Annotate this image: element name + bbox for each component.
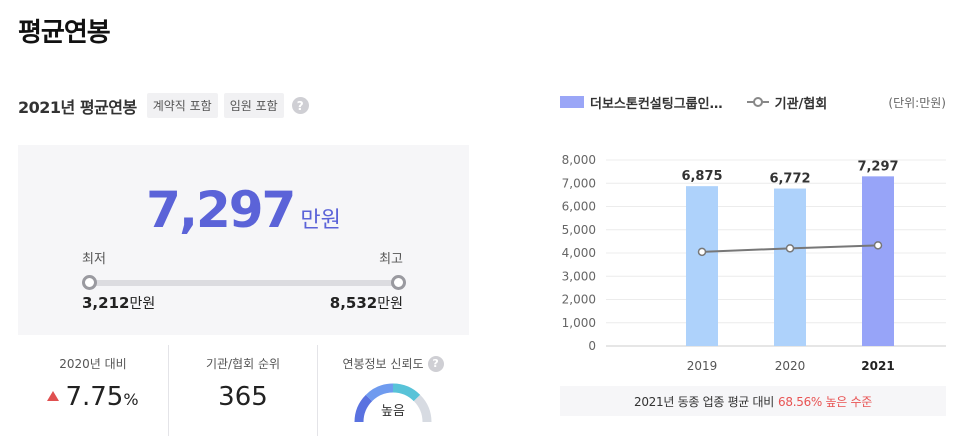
bar — [774, 188, 806, 346]
min-salary-value: 3,212 — [82, 294, 130, 312]
range-max-knob — [391, 275, 406, 290]
max-label: 최고 — [379, 252, 403, 267]
page-title: 평균연봉 — [18, 18, 111, 48]
yoy-label: 2020년 대비 — [59, 357, 127, 371]
bar-value-label: 6,875 — [681, 169, 722, 184]
legend-line-icon — [746, 96, 769, 108]
x-tick-label: 2019 — [687, 359, 718, 373]
help-icon[interactable]: ? — [291, 97, 309, 114]
max-salary: 8,532만원 — [330, 293, 403, 313]
y-tick-label: 5,000 — [562, 223, 596, 237]
max-salary-value: 8,532 — [329, 294, 378, 312]
line-point — [873, 241, 883, 250]
average-salary-value: 7,297 — [146, 181, 296, 239]
chart-unit: (단위:만원) — [888, 95, 946, 110]
min-salary: 3,212만원 — [82, 293, 155, 313]
year-header: 2021년 평균연봉 계약직 포함 임원 포함 ? — [18, 93, 309, 118]
max-salary-unit: 만원 — [377, 296, 403, 312]
gauge-arc-icon — [354, 383, 432, 423]
bar — [686, 186, 718, 346]
reliability-label: 연봉정보 신뢰도 — [342, 357, 424, 371]
comparison-note: 2021년 동종 업종 평균 대비 68.56% 높은 수준 — [560, 386, 946, 416]
range-min-knob — [82, 275, 97, 290]
y-tick-label: 0 — [588, 339, 596, 353]
yoy-value-row: 7.75% — [18, 382, 168, 412]
note-text: 2021년 동종 업종 평균 대비 — [633, 394, 775, 409]
average-salary-box: 7,297 만원 최저 최고 3,212만원 8,532만원 — [18, 145, 469, 335]
x-tick-label: 2020 — [775, 359, 806, 373]
y-tick-label: 3,000 — [562, 269, 596, 283]
line-point — [697, 247, 707, 257]
stat-rank: 기관/협회 순위 365 — [168, 345, 318, 436]
y-tick-label: 6,000 — [562, 200, 596, 214]
salary-chart: 8,000 7,000 6,000 5,000 4,000 3,000 2,000 1,000… — [562, 153, 946, 373]
yoy-value: 7.75 — [65, 382, 124, 412]
min-salary-unit: 만원 — [129, 296, 156, 312]
line-point — [785, 244, 795, 253]
up-arrow-icon — [47, 391, 60, 401]
reliability-value: 높음 — [381, 404, 405, 419]
salary-range-track — [90, 280, 399, 286]
bar — [862, 176, 894, 346]
y-tick-label: 1,000 — [562, 316, 596, 330]
chart-legend: 더보스톤컨설팅그룹인… 기관/협회 (단위:만원) — [560, 92, 946, 112]
stat-yoy: 2020년 대비 7.75% — [18, 345, 168, 436]
legend-line-label: 기관/협회 — [774, 96, 828, 112]
average-salary: 7,297 만원 — [18, 181, 469, 239]
reliability-help-icon[interactable]: ? — [427, 355, 444, 372]
note-highlight: 68.56% 높은 수준 — [778, 394, 872, 409]
reliability-gauge: 높음 — [353, 382, 433, 424]
average-salary-unit: 만원 — [300, 208, 341, 233]
y-tick-label: 7,000 — [562, 176, 596, 190]
yoy-unit: % — [123, 390, 139, 409]
rank-label: 기관/협회 순위 — [205, 357, 281, 371]
y-tick-label: 2,000 — [562, 293, 596, 307]
y-tick-label: 4,000 — [562, 246, 596, 260]
year-title: 2021년 평균연봉 — [18, 97, 137, 117]
stats-row: 2020년 대비 7.75% 기관/협회 순위 365 연봉정보 신뢰도? 높음 — [18, 345, 469, 436]
tag-contract: 계약직 포함 — [146, 93, 218, 118]
bar-value-label: 6,772 — [769, 172, 810, 187]
legend-bar-swatch — [560, 96, 584, 108]
bar-value-label: 7,297 — [857, 159, 898, 174]
x-tick-label: 2021 — [861, 359, 894, 373]
legend-bar-label: 더보스톤컨설팅그룹인… — [590, 96, 723, 112]
rank-value: 365 — [218, 382, 268, 412]
y-tick-label: 8,000 — [562, 153, 596, 167]
stat-reliability: 연봉정보 신뢰도? 높음 — [318, 345, 468, 436]
tag-executive: 임원 포함 — [223, 93, 284, 118]
reliability-label-row: 연봉정보 신뢰도? — [318, 355, 468, 372]
min-label: 최저 — [82, 252, 106, 267]
